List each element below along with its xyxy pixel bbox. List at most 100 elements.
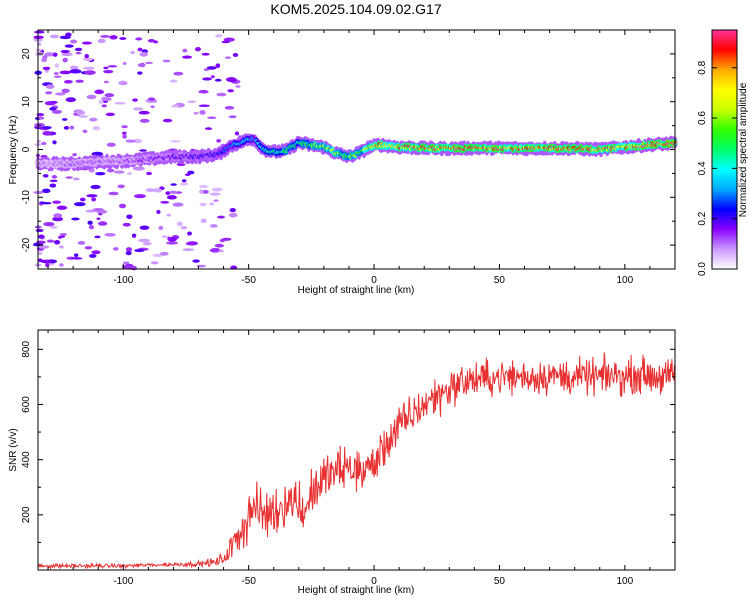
- noise-blob: [74, 47, 83, 52]
- noise-blob: [103, 80, 110, 84]
- colorbar-frame: [711, 29, 738, 270]
- noise-blob: [176, 221, 183, 227]
- noise-blob: [36, 240, 46, 244]
- noise-blob: [40, 259, 53, 264]
- noise-blob: [139, 51, 148, 57]
- noise-blob: [166, 241, 178, 245]
- x-tick-label: 0: [371, 576, 377, 587]
- noise-blob: [38, 234, 45, 239]
- noise-blob: [53, 72, 59, 75]
- noise-blob: [112, 247, 119, 251]
- x-tick-label: 100: [616, 576, 633, 587]
- noise-blob: [214, 243, 224, 248]
- x-tick-label: -50: [241, 275, 256, 286]
- noise-blob: [82, 129, 88, 133]
- noise-blob: [201, 189, 209, 194]
- noise-blob: [52, 140, 57, 145]
- noise-blob: [180, 182, 189, 186]
- noise-blob: [77, 241, 86, 245]
- noise-blob: [139, 225, 150, 230]
- noise-blob: [125, 247, 133, 252]
- noise-blob: [121, 125, 128, 129]
- noise-blob: [209, 248, 221, 253]
- noise-blob: [125, 251, 132, 256]
- noise-blob: [206, 66, 217, 70]
- noise-blob: [87, 220, 93, 225]
- noise-blob: [133, 107, 144, 111]
- noise-blob: [180, 226, 188, 230]
- noise-blob: [104, 93, 115, 98]
- noise-blob: [38, 116, 45, 120]
- noise-blob: [71, 217, 80, 221]
- noise-blob: [142, 241, 152, 246]
- noise-blob: [65, 97, 76, 103]
- noise-blob: [95, 171, 106, 176]
- noise-blob: [139, 149, 147, 152]
- noise-blob: [42, 174, 49, 178]
- noise-blob: [109, 35, 118, 40]
- noise-blob: [49, 179, 58, 183]
- noise-blob: [108, 191, 119, 196]
- noise-blob: [53, 52, 58, 57]
- noise-blob: [103, 66, 109, 70]
- x-tick-label: -100: [113, 576, 133, 587]
- y-tick-label: 20: [21, 48, 32, 60]
- noise-blob: [58, 245, 64, 249]
- noise-blob: [230, 265, 238, 270]
- noise-blob: [82, 57, 93, 62]
- noise-blob: [186, 241, 198, 246]
- noise-blob: [56, 205, 68, 210]
- noise-blob: [55, 92, 66, 96]
- noise-blob: [49, 34, 59, 39]
- figure-title: KOM5.2025.104.09.02.G17: [270, 1, 441, 17]
- noise-blob: [132, 98, 138, 102]
- noise-blob: [119, 37, 127, 40]
- noise-blob: [73, 177, 80, 181]
- colorbar: 0.0 0.2 0.4 0.6 0.8 Normalized spectral ampl…: [697, 29, 749, 276]
- noise-blob: [130, 51, 135, 55]
- noise-blob: [125, 139, 136, 143]
- noise-blob: [122, 261, 130, 265]
- noise-blob: [200, 218, 207, 224]
- noise-blob: [63, 125, 70, 130]
- noise-blob: [45, 263, 50, 268]
- noise-blob: [35, 48, 43, 52]
- noise-blob: [65, 176, 73, 179]
- noise-blob: [160, 200, 170, 204]
- colorbar-label: Normalized spectral amplitude: [738, 82, 749, 217]
- noise-blob: [89, 117, 98, 122]
- noise-blob: [166, 195, 177, 200]
- noise-blob: [51, 109, 62, 114]
- noise-blob: [107, 65, 118, 68]
- noise-blob: [49, 183, 57, 188]
- noise-blob: [49, 107, 57, 111]
- noise-blob: [134, 194, 146, 199]
- noise-blob: [207, 116, 217, 120]
- noise-blob: [53, 240, 61, 245]
- noise-blob: [170, 140, 181, 143]
- noise-blob: [217, 215, 225, 219]
- noise-blob: [42, 131, 53, 136]
- noise-blob: [88, 224, 95, 230]
- noise-blob: [105, 112, 116, 117]
- noise-blob: [92, 207, 105, 212]
- noise-blob: [101, 104, 107, 108]
- noise-blob: [201, 52, 210, 56]
- noise-blob: [84, 53, 89, 59]
- noise-blob: [172, 202, 184, 207]
- noise-blob: [37, 251, 43, 255]
- noise-blob: [229, 212, 238, 218]
- y-tick-label: 10: [21, 96, 32, 108]
- noise-blob: [69, 125, 75, 130]
- noise-blob: [187, 231, 192, 236]
- y-tick-label: 400: [21, 451, 32, 468]
- x-tick-label: 0: [371, 275, 377, 286]
- noise-blob: [235, 85, 241, 88]
- noise-blob: [100, 34, 111, 38]
- x-tick-label: 50: [494, 576, 506, 587]
- noise-blob: [187, 100, 197, 103]
- noise-blob: [203, 68, 210, 72]
- y-tick-label: 800: [21, 341, 32, 358]
